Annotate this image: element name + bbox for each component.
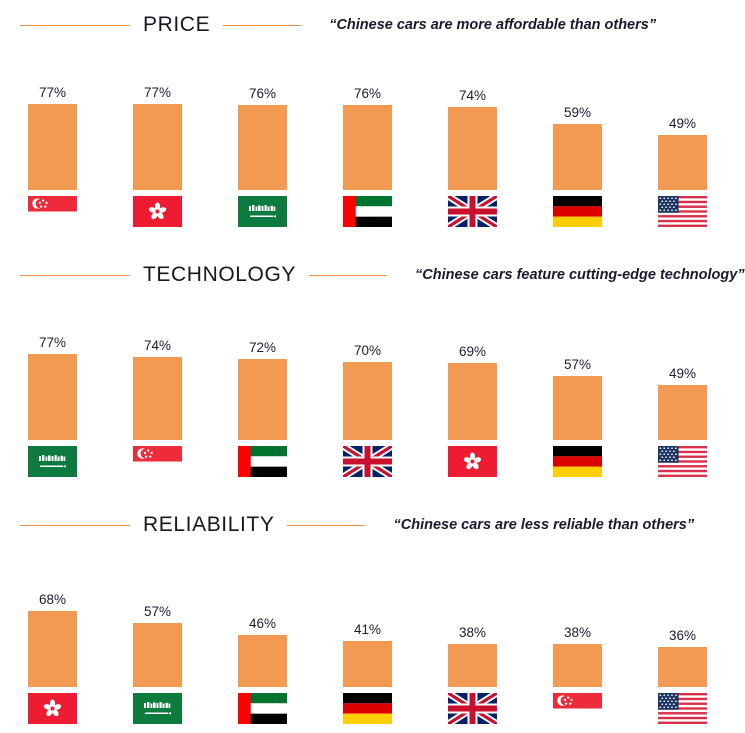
flag-uk-icon xyxy=(448,196,497,227)
flag-sa-icon xyxy=(238,196,287,227)
bar xyxy=(448,107,497,190)
bar xyxy=(28,611,77,687)
bar xyxy=(343,105,392,190)
rule-right xyxy=(223,24,302,26)
section-title: PRICE xyxy=(143,13,211,36)
bar xyxy=(343,641,392,687)
bar-value-label: 46% xyxy=(248,616,277,631)
bar xyxy=(553,124,602,190)
bar-value-label: 57% xyxy=(563,357,592,372)
flag-hk-icon xyxy=(448,446,497,477)
bar-value-label: 77% xyxy=(143,85,172,100)
flag-ae-icon xyxy=(238,693,287,724)
bar-value-label: 59% xyxy=(563,105,592,120)
flag-sg-icon xyxy=(28,196,77,227)
bar xyxy=(238,359,287,440)
bar-value-label: 41% xyxy=(353,622,382,637)
flag-us-icon xyxy=(658,693,707,724)
bar-value-label: 69% xyxy=(458,344,487,359)
bar xyxy=(133,357,182,440)
rule-left xyxy=(20,274,130,276)
bar xyxy=(658,385,707,440)
section-price: PRICE “Chinese cars are more affordable t… xyxy=(0,8,745,42)
bar xyxy=(448,363,497,440)
flag-ae-icon xyxy=(343,196,392,227)
section-quote: “Chinese cars feature cutting-edge techn… xyxy=(415,267,745,283)
flag-uk-icon xyxy=(448,693,497,724)
section-quote: “Chinese cars are less reliable than oth… xyxy=(393,517,695,533)
flag-ae-icon xyxy=(238,446,287,477)
bar xyxy=(28,354,77,440)
section-title: TECHNOLOGY xyxy=(143,263,297,286)
bar xyxy=(133,104,182,190)
bar xyxy=(553,376,602,440)
bar-value-label: 70% xyxy=(353,343,382,358)
bar-value-label: 77% xyxy=(38,335,67,350)
rule-right xyxy=(287,524,366,526)
bar xyxy=(658,647,707,687)
bar-value-label: 38% xyxy=(458,625,487,640)
section-reliability: RELIABILITY “Chinese cars are less reliab… xyxy=(0,508,745,542)
bar-value-label: 72% xyxy=(248,340,277,355)
flag-sa-icon xyxy=(28,446,77,477)
section-header: PRICE “Chinese cars are more affordable t… xyxy=(0,8,745,42)
section-title: RELIABILITY xyxy=(143,513,275,536)
flag-sg-icon xyxy=(553,693,602,724)
bar-value-label: 49% xyxy=(668,366,697,381)
bar-value-label: 68% xyxy=(38,592,67,607)
section-quote: “Chinese cars are more affordable than o… xyxy=(329,17,657,33)
flag-uk-icon xyxy=(343,446,392,477)
bar xyxy=(238,635,287,687)
bar xyxy=(28,104,77,190)
bar-value-label: 36% xyxy=(668,628,697,643)
bar xyxy=(343,362,392,440)
section-header: TECHNOLOGY “Chinese cars feature cutting-… xyxy=(0,258,745,292)
rule-right xyxy=(309,274,388,276)
flag-sa-icon xyxy=(133,693,182,724)
flag-hk-icon xyxy=(133,196,182,227)
flag-us-icon xyxy=(658,446,707,477)
section-header: RELIABILITY “Chinese cars are less reliab… xyxy=(0,508,745,542)
bar-value-label: 49% xyxy=(668,116,697,131)
bar xyxy=(133,623,182,687)
flag-de-icon xyxy=(553,196,602,227)
flag-sg-icon xyxy=(133,446,182,477)
bar xyxy=(448,644,497,687)
bar-value-label: 38% xyxy=(563,625,592,640)
bar-value-label: 57% xyxy=(143,604,172,619)
flag-de-icon xyxy=(553,446,602,477)
flag-hk-icon xyxy=(28,693,77,724)
flag-de-icon xyxy=(343,693,392,724)
bar-value-label: 74% xyxy=(143,338,172,353)
section-technology: TECHNOLOGY “Chinese cars feature cutting-… xyxy=(0,258,745,292)
bar-value-label: 76% xyxy=(353,86,382,101)
bar xyxy=(553,644,602,687)
bar-value-label: 77% xyxy=(38,85,67,100)
rule-left xyxy=(20,24,130,26)
bar-value-label: 74% xyxy=(458,88,487,103)
bar xyxy=(238,105,287,190)
flag-us-icon xyxy=(658,196,707,227)
rule-left xyxy=(20,524,130,526)
bar-value-label: 76% xyxy=(248,86,277,101)
bar xyxy=(658,135,707,190)
